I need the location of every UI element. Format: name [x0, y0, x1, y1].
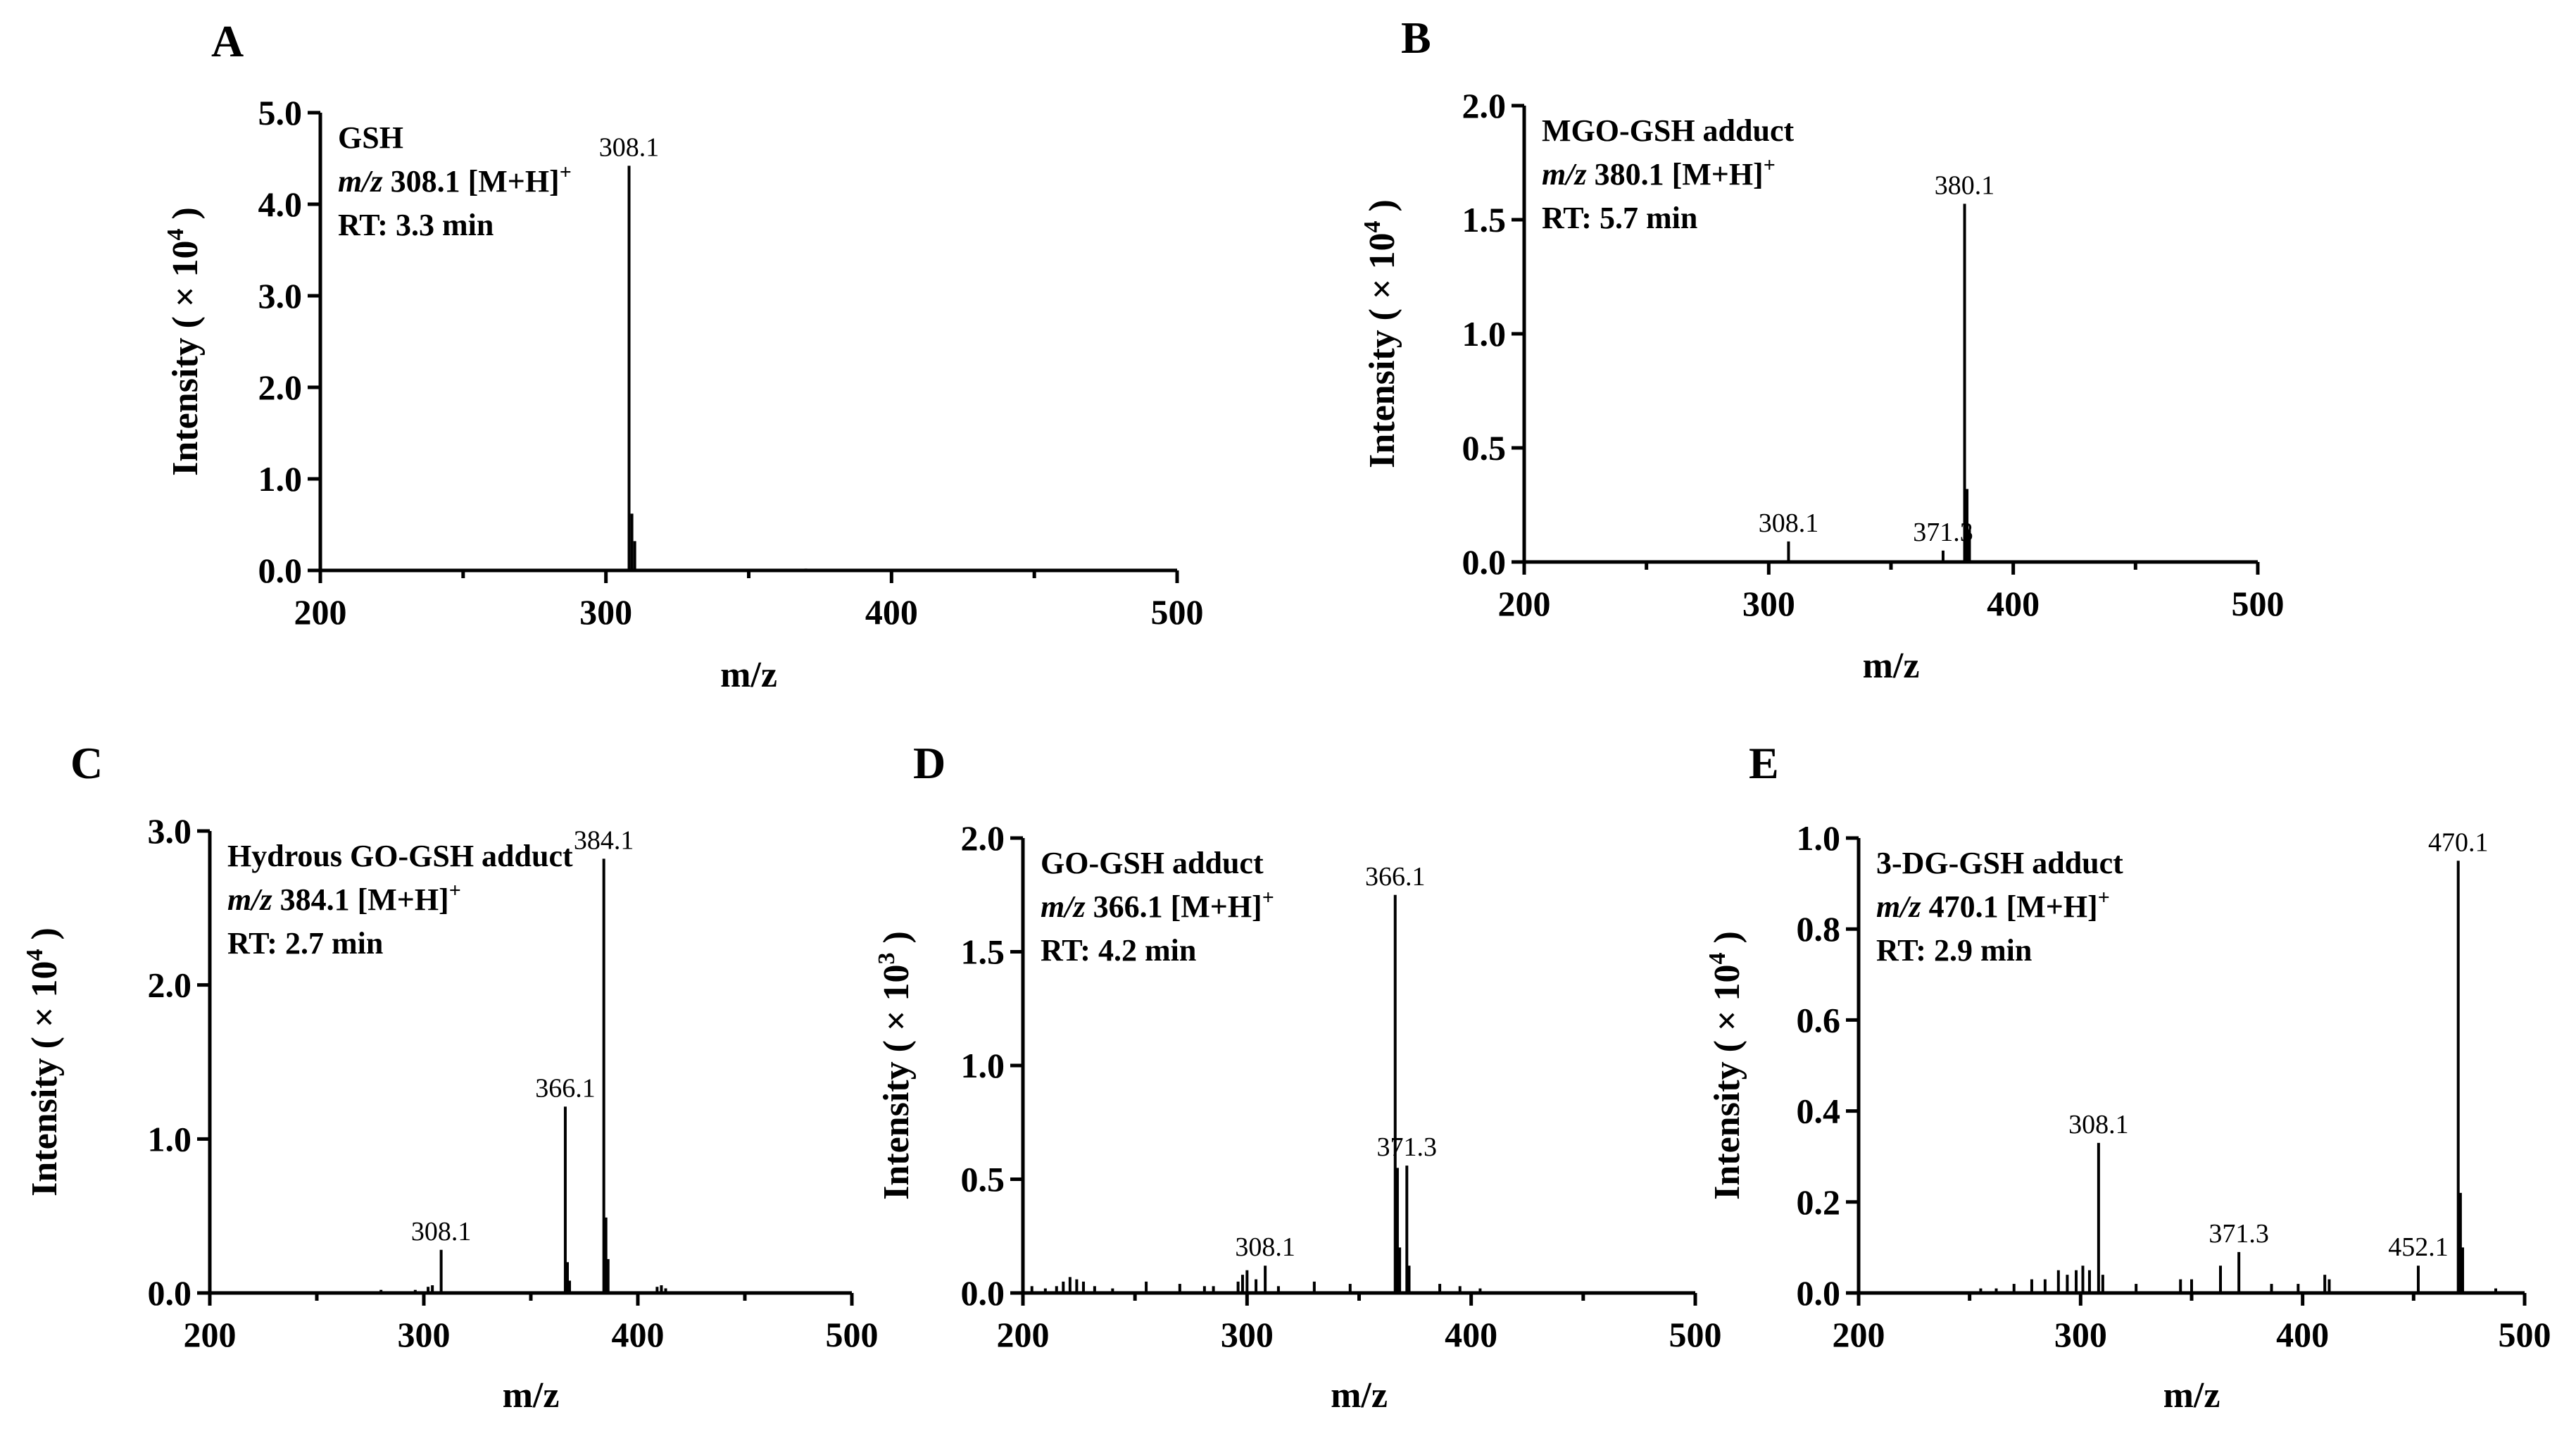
- chart-b-y-tick-label: 1.0: [1462, 314, 1507, 354]
- chart-e-panel-letter: E: [1749, 738, 1779, 788]
- chart-b-y-tick-label: 2.0: [1462, 86, 1507, 125]
- chart-c-y-tick-label: 0.0: [148, 1273, 192, 1313]
- chart-b-y-tick-label: 1.5: [1462, 200, 1507, 239]
- chart-b-mz-info: m/z 380.1 [M+H]+: [1542, 154, 1776, 192]
- chart-b-retention-time: RT: 5.7 min: [1542, 201, 1697, 235]
- chart-c-y-tick-label: 1.0: [148, 1119, 192, 1158]
- chart-e-x-tick-label: 200: [1833, 1315, 1885, 1354]
- chart-a-x-tick-label: 200: [294, 592, 347, 632]
- chart-b-y-axis-label: Intensity ( × 104 ): [1359, 199, 1402, 468]
- chart-d-y-tick-label: 1.0: [961, 1046, 1005, 1085]
- chart-b-y-tick-label: 0.0: [1462, 542, 1507, 582]
- chart-a-x-tick-label: 300: [579, 592, 632, 632]
- chart-d-retention-time: RT: 4.2 min: [1041, 933, 1196, 968]
- chart-d-compound-name: GO-GSH adduct: [1041, 846, 1264, 880]
- chart-c-compound-name: Hydrous GO-GSH adduct: [227, 839, 573, 873]
- chart-c-peak-label: 384.1: [574, 825, 634, 855]
- chart-a-y-tick-label: 3.0: [258, 276, 303, 315]
- chart-e-peak-label: 470.1: [2428, 827, 2489, 857]
- chart-c-peak-label: 308.1: [411, 1217, 472, 1246]
- chart-e-x-tick-label: 500: [2499, 1315, 2551, 1354]
- chart-c-y-tick-label: 3.0: [148, 811, 192, 851]
- chart-b-peak-label: 308.1: [1759, 508, 1819, 538]
- chart-e-x-axis-label: m/z: [2163, 1375, 2220, 1416]
- chart-e-y-tick-label: 0.4: [1797, 1092, 1841, 1131]
- chart-c-x-tick-label: 400: [612, 1315, 665, 1354]
- chart-c-x-axis-label: m/z: [503, 1375, 560, 1416]
- chart-a-y-axis-label: Intensity ( × 104 ): [163, 207, 206, 476]
- chart-c: C 200 300 400 500 0.0 1.0 2.0 3.0 m/z Intensity ( …: [22, 738, 879, 1416]
- chart-e-retention-time: RT: 2.9 min: [1876, 933, 2032, 968]
- chart-b: B 200 300 400 500 0.0 0.5 1.0 1.5 2.0 m/z Intensity…: [1359, 13, 2285, 686]
- chart-d: D 200 300 400 500 0.0 0.5 1.0 1.5 2.0 m/z Intensity…: [874, 738, 1722, 1416]
- chart-b-x-tick-label: 300: [1742, 584, 1795, 623]
- chart-d-x-tick-label: 400: [1445, 1315, 1497, 1354]
- chart-a-panel-letter: A: [211, 16, 244, 66]
- chart-c-mz-info: m/z 384.1 [M+H]+: [227, 879, 461, 917]
- chart-d-y-tick-label: 0.5: [961, 1160, 1005, 1199]
- chart-d-x-tick-label: 200: [997, 1315, 1050, 1354]
- chart-b-y-tick-label: 0.5: [1462, 428, 1507, 468]
- chart-e-x-tick-label: 300: [2054, 1315, 2107, 1354]
- chart-b-x-axis-label: m/z: [1863, 646, 1920, 686]
- chart-a-y-tick-label: 5.0: [258, 93, 303, 132]
- chart-d-x-tick-label: 300: [1221, 1315, 1274, 1354]
- chart-a-y-tick-label: 1.0: [258, 459, 303, 499]
- chart-e-y-tick-label: 0.8: [1797, 909, 1841, 949]
- chart-b-x-tick-label: 500: [2232, 584, 2285, 623]
- chart-a-x-tick-label: 500: [1151, 592, 1204, 632]
- chart-c-y-axis-label: Intensity ( × 104 ): [22, 927, 65, 1196]
- chart-d-panel-letter: D: [913, 738, 945, 788]
- chart-b-x-tick-label: 400: [1987, 584, 2040, 623]
- chart-c-retention-time: RT: 2.7 min: [227, 926, 383, 961]
- chart-e-y-tick-label: 0.0: [1797, 1273, 1841, 1313]
- chart-a-peak-label: 308.1: [599, 132, 660, 162]
- chart-d-x-tick-label: 500: [1669, 1315, 1722, 1354]
- chart-c-x-tick-label: 300: [398, 1315, 451, 1354]
- chart-b-peak-label: 371.3: [1913, 518, 1973, 547]
- chart-d-peak-label: 308.1: [1235, 1232, 1295, 1262]
- chart-c-peak-label: 366.1: [535, 1073, 596, 1103]
- chart-a-y-tick-label: 4.0: [258, 185, 303, 224]
- chart-d-mz-info: m/z 366.1 [M+H]+: [1041, 886, 1274, 924]
- chart-a-x-axis-label: m/z: [720, 655, 777, 695]
- chart-e-y-tick-label: 1.0: [1797, 818, 1841, 858]
- chart-d-peak-label: 371.3: [1377, 1132, 1438, 1162]
- chart-a-retention-time: RT: 3.3 min: [338, 208, 494, 242]
- chart-b-compound-name: MGO-GSH adduct: [1542, 113, 1794, 148]
- chart-b-panel-letter: B: [1401, 13, 1431, 63]
- chart-d-y-tick-label: 2.0: [961, 818, 1005, 858]
- chart-e: E 200 300 400 500 0.0 0.2 0.4 0.6 0.8 1.0 m/z Intens…: [1704, 738, 2551, 1416]
- chart-b-peak-label: 380.1: [1935, 170, 1995, 200]
- chart-e-peak-label: 371.3: [2209, 1219, 2269, 1249]
- chart-b-x-tick-label: 200: [1498, 584, 1551, 623]
- chart-e-y-axis-label: Intensity ( × 104 ): [1704, 931, 1747, 1200]
- chart-a: A 200 300 400 500 0.0 1.0 2.0 3.0 4.0 5.0 m/z Intens…: [163, 16, 1204, 695]
- chart-c-x-tick-label: 500: [826, 1315, 879, 1354]
- chart-d-peak-label: 366.1: [1365, 862, 1426, 892]
- chart-d-x-axis-label: m/z: [1331, 1375, 1388, 1416]
- chart-e-peak-label: 308.1: [2068, 1110, 2129, 1139]
- chart-a-mz-info: m/z 308.1 [M+H]+: [338, 161, 572, 199]
- chart-a-y-tick-label: 2.0: [258, 368, 303, 407]
- chart-e-x-tick-label: 400: [2276, 1315, 2329, 1354]
- chart-a-y-tick-label: 0.0: [258, 551, 303, 590]
- chart-c-x-tick-label: 200: [184, 1315, 237, 1354]
- chart-a-compound-name: GSH: [338, 120, 403, 155]
- chart-e-mz-info: m/z 470.1 [M+H]+: [1876, 886, 2110, 924]
- chart-e-y-tick-label: 0.6: [1797, 1000, 1841, 1039]
- chart-a-x-tick-label: 400: [865, 592, 918, 632]
- chart-d-y-tick-label: 1.5: [961, 932, 1005, 972]
- chart-d-y-axis-label: Intensity ( × 103 ): [874, 931, 917, 1200]
- chart-c-panel-letter: C: [70, 738, 103, 788]
- chart-e-peak-label: 452.1: [2388, 1232, 2449, 1262]
- chart-e-y-tick-label: 0.2: [1797, 1182, 1841, 1222]
- chart-d-y-tick-label: 0.0: [961, 1273, 1005, 1313]
- chart-e-compound-name: 3-DG-GSH adduct: [1876, 846, 2123, 880]
- chart-c-y-tick-label: 2.0: [148, 966, 192, 1005]
